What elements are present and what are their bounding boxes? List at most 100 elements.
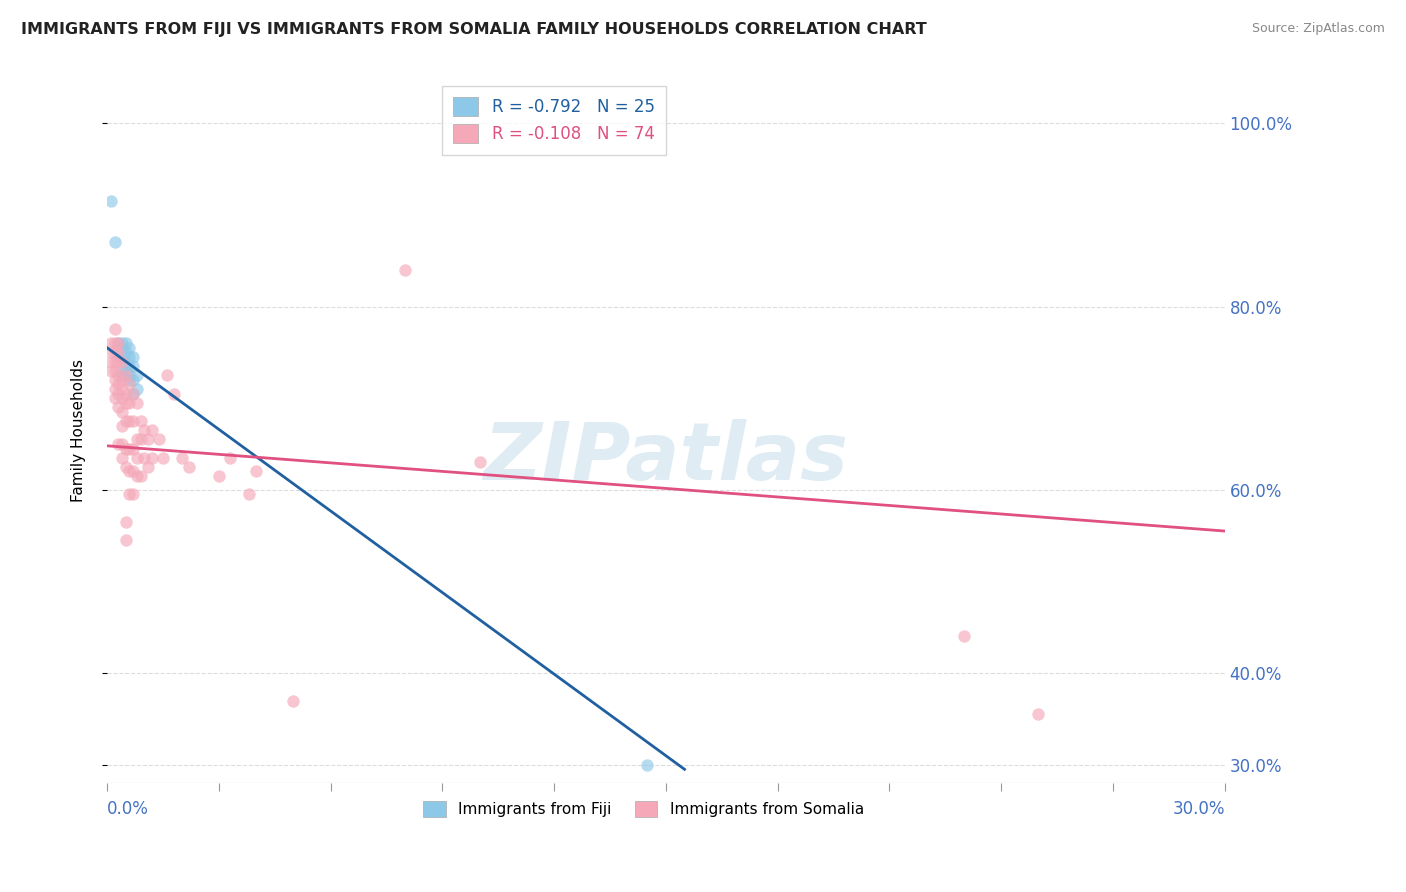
Point bbox=[107, 345, 129, 359]
Point bbox=[100, 364, 122, 378]
Point bbox=[103, 364, 125, 378]
Point bbox=[111, 350, 134, 364]
Point bbox=[122, 465, 145, 479]
Point bbox=[118, 465, 141, 479]
Point bbox=[114, 368, 136, 383]
Point bbox=[107, 368, 129, 383]
Point bbox=[114, 442, 136, 456]
Point bbox=[107, 336, 129, 351]
Point bbox=[152, 450, 174, 465]
Point bbox=[107, 354, 129, 368]
Point bbox=[107, 341, 129, 355]
Point bbox=[111, 354, 134, 368]
Point bbox=[103, 382, 125, 396]
Point bbox=[107, 336, 129, 351]
Point bbox=[114, 354, 136, 368]
Text: ZIPatlas: ZIPatlas bbox=[484, 419, 848, 498]
Point bbox=[125, 396, 148, 410]
Point bbox=[111, 382, 134, 396]
Point bbox=[156, 368, 179, 383]
Point bbox=[163, 386, 186, 401]
Point bbox=[118, 414, 141, 428]
Point bbox=[111, 405, 134, 419]
Point bbox=[114, 364, 136, 378]
Point bbox=[394, 263, 416, 277]
Point bbox=[238, 487, 260, 501]
Point bbox=[125, 368, 148, 383]
Point bbox=[107, 401, 129, 415]
Point bbox=[129, 433, 152, 447]
Point bbox=[177, 459, 200, 474]
Point bbox=[118, 350, 141, 364]
Point bbox=[103, 345, 125, 359]
Point bbox=[122, 487, 145, 501]
Point bbox=[245, 465, 267, 479]
Point bbox=[636, 757, 658, 772]
Point bbox=[107, 437, 129, 451]
Point bbox=[122, 442, 145, 456]
Point bbox=[100, 345, 122, 359]
Point bbox=[111, 368, 134, 383]
Point bbox=[118, 373, 141, 387]
Point bbox=[111, 373, 134, 387]
Point bbox=[114, 336, 136, 351]
Point bbox=[136, 459, 159, 474]
Point bbox=[141, 450, 163, 465]
Point bbox=[111, 341, 134, 355]
Point bbox=[118, 442, 141, 456]
Point bbox=[118, 341, 141, 355]
Point bbox=[468, 455, 491, 469]
Point bbox=[122, 386, 145, 401]
Point bbox=[114, 533, 136, 548]
Point bbox=[100, 336, 122, 351]
Point bbox=[122, 414, 145, 428]
Point bbox=[122, 386, 145, 401]
Point bbox=[125, 469, 148, 483]
Point bbox=[125, 433, 148, 447]
Point bbox=[107, 386, 129, 401]
Point bbox=[111, 437, 134, 451]
Point bbox=[114, 386, 136, 401]
Point bbox=[114, 396, 136, 410]
Text: Source: ZipAtlas.com: Source: ZipAtlas.com bbox=[1251, 22, 1385, 36]
Point bbox=[103, 235, 125, 250]
Point bbox=[114, 515, 136, 529]
Point bbox=[111, 364, 134, 378]
Point bbox=[122, 373, 145, 387]
Point bbox=[100, 354, 122, 368]
Point bbox=[125, 382, 148, 396]
Point bbox=[122, 359, 145, 373]
Point bbox=[103, 373, 125, 387]
Point bbox=[141, 423, 163, 437]
Point bbox=[148, 433, 170, 447]
Text: IMMIGRANTS FROM FIJI VS IMMIGRANTS FROM SOMALIA FAMILY HOUSEHOLDS CORRELATION CH: IMMIGRANTS FROM FIJI VS IMMIGRANTS FROM … bbox=[21, 22, 927, 37]
Point bbox=[283, 693, 305, 707]
Point bbox=[103, 354, 125, 368]
Point bbox=[134, 423, 156, 437]
Point bbox=[129, 469, 152, 483]
Point bbox=[953, 629, 976, 643]
Point bbox=[103, 336, 125, 351]
Point bbox=[100, 194, 122, 209]
Point bbox=[118, 368, 141, 383]
Text: 30.0%: 30.0% bbox=[1173, 799, 1225, 818]
Point bbox=[114, 459, 136, 474]
Point bbox=[125, 450, 148, 465]
Point bbox=[118, 377, 141, 392]
Legend: Immigrants from Fiji, Immigrants from Somalia: Immigrants from Fiji, Immigrants from So… bbox=[416, 793, 872, 825]
Point bbox=[219, 450, 242, 465]
Point bbox=[118, 487, 141, 501]
Point bbox=[129, 414, 152, 428]
Point bbox=[111, 391, 134, 405]
Text: 0.0%: 0.0% bbox=[107, 799, 149, 818]
Point bbox=[170, 450, 193, 465]
Point bbox=[118, 396, 141, 410]
Point bbox=[111, 418, 134, 433]
Y-axis label: Family Households: Family Households bbox=[72, 359, 86, 501]
Point bbox=[103, 322, 125, 336]
Point bbox=[1028, 707, 1050, 722]
Point bbox=[134, 450, 156, 465]
Point bbox=[118, 359, 141, 373]
Point bbox=[136, 433, 159, 447]
Point bbox=[107, 377, 129, 392]
